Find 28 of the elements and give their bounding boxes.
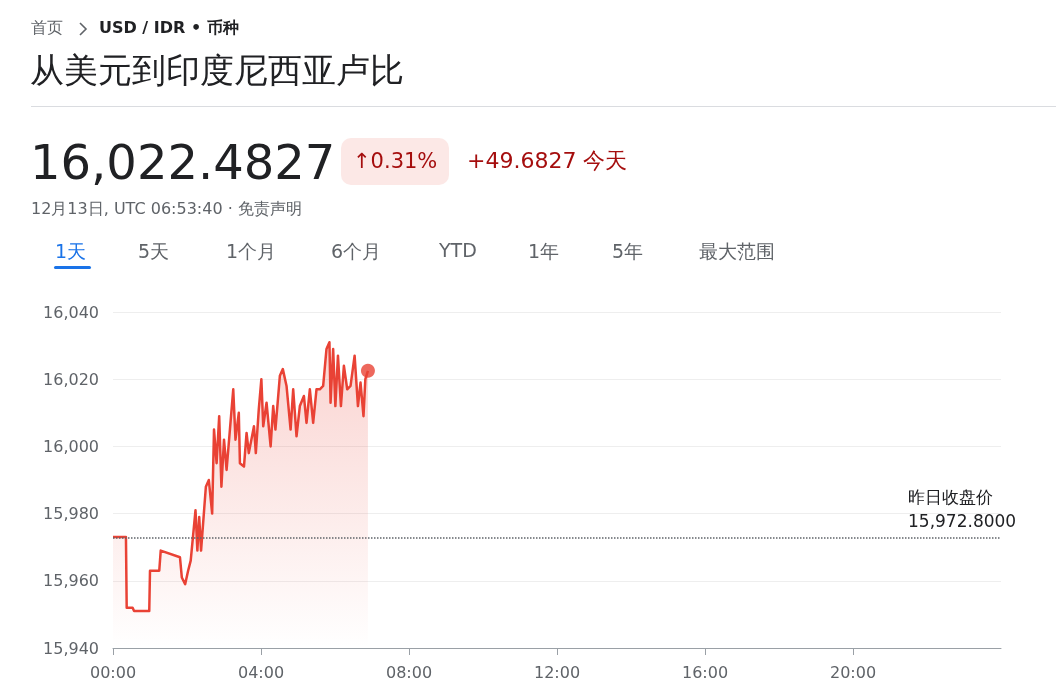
x-tick-label: 16:00 (681, 662, 729, 682)
y-tick-label: 15,940 (43, 638, 99, 658)
y-tick-label: 15,980 (43, 504, 99, 524)
text: 首页 (31, 18, 63, 39)
text: USD / IDR • 币种 (99, 18, 239, 39)
text: 最大范围 (699, 239, 775, 264)
x-tick-label: 08:00 (385, 662, 433, 682)
text: ↑0.31% (341, 138, 450, 185)
x-tick-label: 20:00 (829, 662, 877, 682)
text: 1年 (528, 239, 560, 264)
text: 12月13日, UTC 06:53:40 · 免责声明 (31, 199, 302, 220)
text: 1天 (55, 239, 87, 264)
y-tick-label: 16,020 (43, 369, 99, 389)
text: 6个月 (331, 239, 382, 264)
x-tick-label: 04:00 (237, 662, 285, 682)
x-tick-label: 12:00 (533, 662, 581, 682)
text: YTD (439, 239, 477, 261)
y-tick-label: 16,040 (43, 302, 99, 322)
y-tick-label: 16,000 (43, 436, 99, 456)
text: 5天 (138, 239, 170, 264)
text: +49.6827 今天 (467, 147, 628, 175)
chart-title: 从美元到印度尼西亚卢比 (30, 49, 404, 92)
chart-subtitle: 16,022.4827 (30, 134, 336, 190)
text: 1个月 (226, 239, 277, 264)
y-tick-label: 15,960 (43, 571, 99, 591)
text: 5年 (612, 239, 644, 264)
ref-line-label: 昨日收盘价 15,972.8000 (908, 486, 1017, 531)
x-tick-label: 00:00 (89, 662, 137, 682)
